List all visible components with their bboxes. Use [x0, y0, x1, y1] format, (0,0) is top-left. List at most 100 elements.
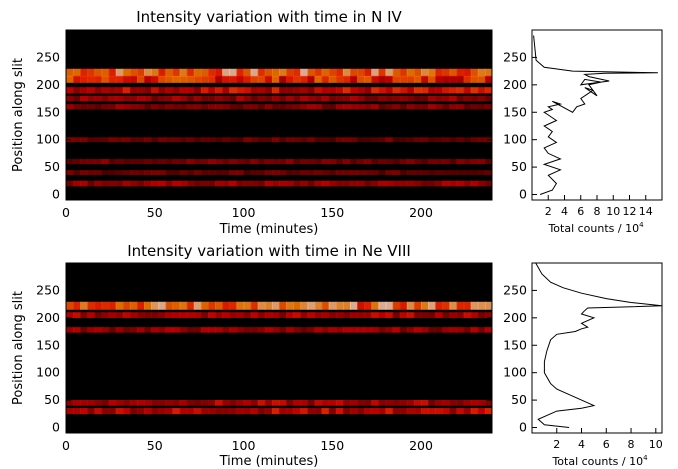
heatmap-cell: [413, 95, 422, 102]
heatmap-cell: [286, 104, 294, 110]
heatmap-cell: [208, 180, 216, 187]
heatmap-cell: [94, 87, 103, 94]
heatmap-cell: [208, 95, 216, 102]
heatmap-cell: [208, 137, 216, 143]
heatmap-cell: [428, 408, 436, 415]
heatmap-cell: [470, 75, 479, 83]
heatmap-cell: [335, 399, 344, 406]
heatmap-cell: [463, 95, 472, 102]
heatmap-cell: [151, 159, 160, 165]
heatmap-cell: [279, 408, 287, 415]
x-tick-label: 50: [147, 205, 163, 220]
heatmap-cell: [371, 68, 380, 77]
heatmap-cell: [243, 301, 252, 310]
heatmap-cell: [406, 137, 415, 143]
heatmap-cell: [137, 408, 145, 415]
heatmap-cell: [421, 170, 429, 175]
heatmap-cell: [350, 399, 358, 406]
heatmap-cell: [179, 87, 188, 94]
heatmap-cell: [463, 87, 472, 94]
heatmap-cell: [335, 327, 344, 333]
heatmap-cell: [399, 104, 408, 110]
heatmap-cell: [193, 87, 202, 94]
heatmap-cell: [449, 312, 458, 318]
heatmap-cell: [186, 95, 195, 102]
heatmap-cell: [300, 87, 309, 94]
heatmap-cell: [328, 399, 337, 406]
heatmap-cell: [463, 104, 472, 110]
heatmap-cell: [66, 180, 74, 187]
heatmap-cell: [151, 399, 160, 406]
heatmap-cell: [428, 75, 436, 83]
heatmap-cell: [279, 180, 287, 187]
heatmap-cell: [80, 301, 89, 310]
heatmap-cell: [335, 137, 344, 143]
heatmap-cell: [364, 95, 373, 102]
heatmap-cell: [172, 95, 181, 102]
heatmap-cell: [257, 137, 266, 143]
heatmap-cell: [342, 68, 351, 77]
heatmap-cell: [186, 87, 195, 94]
heatmap-cell: [129, 312, 138, 318]
heatmap-cell: [321, 327, 330, 333]
heatmap-cell: [449, 159, 458, 165]
heatmap-cell: [257, 170, 266, 175]
heatmap-image-n-iv: [66, 30, 492, 200]
heatmap-cell: [271, 68, 280, 77]
heatmap-cell: [321, 104, 330, 110]
heatmap-cell: [236, 408, 245, 415]
heatmap-cell: [350, 95, 358, 102]
heatmap-cell: [271, 104, 280, 110]
heatmap-cell: [364, 68, 373, 77]
heatmap-cell: [470, 159, 479, 165]
heatmap-cell: [335, 159, 344, 165]
heatmap-cell: [463, 170, 472, 175]
heatmap-cell: [307, 301, 316, 310]
heatmap-axes-n-iv: 0 50 100 150 200 0 50 100 150 200 250: [36, 30, 492, 220]
heatmap-cell: [215, 327, 223, 333]
heatmap-cell: [208, 170, 216, 175]
heatmap-cell: [406, 399, 415, 406]
heatmap-cell: [193, 159, 202, 165]
heatmap-cell: [193, 95, 202, 102]
heatmap-cell: [243, 327, 252, 333]
heatmap-cell: [186, 312, 195, 318]
heatmap-cell: [307, 399, 316, 406]
heatmap-cell: [286, 95, 294, 102]
heatmap-cell: [279, 75, 287, 83]
heatmap-cell: [328, 408, 337, 415]
heatmap-cell: [314, 68, 323, 77]
heatmap-cell: [200, 327, 209, 333]
heatmap-cell: [307, 137, 316, 143]
heatmap-cell: [314, 408, 323, 415]
heatmap-cell: [293, 159, 302, 165]
heatmap-cell: [293, 399, 302, 406]
heatmap-cell: [172, 180, 181, 187]
heatmap-cell: [385, 95, 394, 102]
heatmap-cell: [328, 170, 337, 175]
heatmap-cell: [385, 104, 394, 110]
heatmap-cell: [286, 312, 294, 318]
heatmap-cell: [399, 75, 408, 83]
heatmap-cell: [399, 159, 408, 165]
heatmap-cell: [286, 87, 294, 94]
heatmap-cell: [80, 75, 89, 83]
y-tick-label: 100: [36, 365, 60, 380]
x-tick-label: 8: [594, 205, 601, 218]
heatmap-cell: [200, 408, 209, 415]
heatmap-cell: [364, 408, 373, 415]
heatmap-cell: [73, 312, 81, 318]
heatmap-cell: [193, 75, 202, 83]
heatmap-cell: [257, 180, 266, 187]
heatmap-cell: [229, 170, 238, 175]
heatmap-cell: [108, 159, 117, 165]
y-tick-label: 0: [52, 187, 60, 202]
heatmap-cell: [449, 408, 458, 415]
heatmap-cell: [314, 399, 323, 406]
heatmap-cell: [392, 180, 401, 187]
heatmap-cell: [73, 104, 81, 110]
heatmap-cell: [342, 87, 351, 94]
heatmap-cell: [328, 180, 337, 187]
heatmap-cell: [129, 170, 138, 175]
